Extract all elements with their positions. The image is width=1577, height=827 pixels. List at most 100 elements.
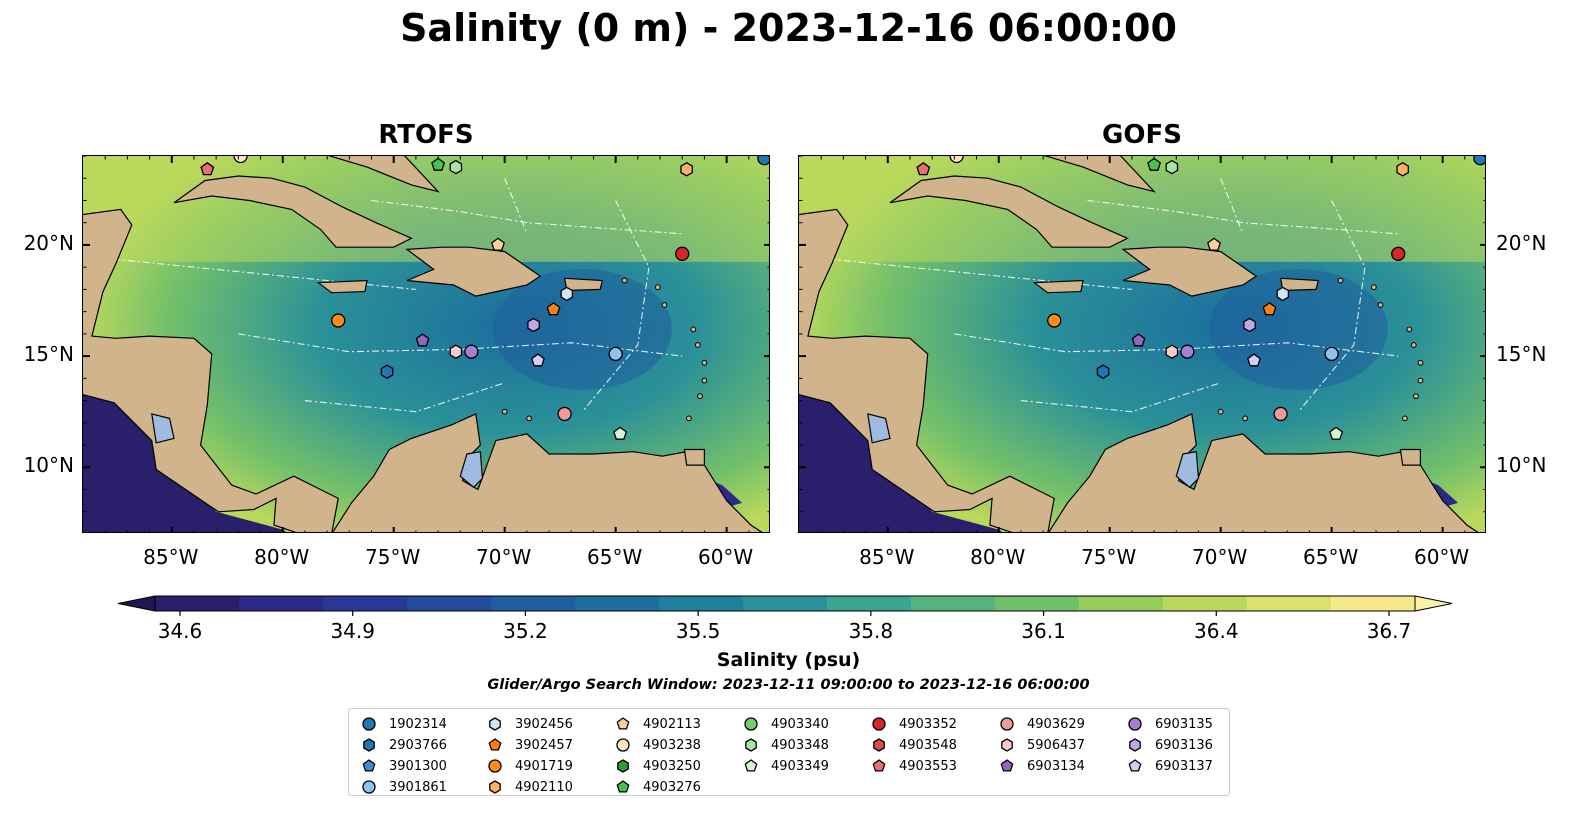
legend-marker-6903134 (1000, 759, 1014, 772)
legend-item: 3902456 (487, 714, 573, 734)
colorbar-segment (911, 596, 996, 611)
float-legend: 1902314 2903766 3901300 3901861 3902456 39024… (348, 708, 1230, 796)
legend-label: 3901861 (389, 779, 447, 795)
legend-marker-4902113 (616, 717, 630, 730)
map-gofs (798, 155, 1486, 533)
float-marker-4902113 (1207, 237, 1221, 251)
colorbar-tick-label: 36.4 (1194, 619, 1239, 643)
float-marker-1902314 (757, 156, 769, 166)
small-island (1217, 408, 1224, 415)
float-marker-4903352 (675, 246, 690, 261)
float-marker-4903276 (1147, 157, 1162, 171)
legend-marker-3901300 (362, 759, 376, 772)
float-marker-4901719 (331, 313, 346, 328)
land-bahamas (1043, 156, 1156, 193)
legend-marker-3902456 (489, 717, 501, 731)
float-marker-2903766 (380, 364, 394, 379)
small-island (1413, 393, 1419, 400)
legend-item: 6903137 (1127, 756, 1213, 776)
legend-label: 6903136 (1155, 737, 1213, 753)
float-marker-6903136 (1243, 317, 1256, 333)
small-island (1337, 277, 1344, 284)
small-island (1370, 284, 1377, 291)
float-marker-4903349 (613, 426, 628, 440)
legend-label: 4902113 (643, 716, 701, 732)
float-marker-6903134 (1131, 333, 1146, 347)
float-marker-4903349 (1329, 426, 1344, 440)
legend-item: 5906437 (999, 735, 1085, 755)
colorbar-tick-label: 35.8 (849, 619, 894, 643)
colorbar-segment (491, 596, 576, 611)
small-island (701, 359, 708, 366)
land-yucatan (799, 208, 1055, 532)
legend-label: 6903137 (1155, 758, 1213, 774)
legend-label: 4903553 (899, 758, 957, 774)
eez-boundary-line (1297, 200, 1366, 413)
legend-marker-4903629 (1000, 717, 1014, 731)
float-marker-4903276 (431, 157, 446, 171)
colorbar-tick-label: 34.9 (330, 619, 375, 643)
panel-title-gofs: GOFS (1102, 120, 1182, 150)
legend-marker-4902110 (489, 780, 501, 794)
lat-tick-label: 20°N (23, 230, 74, 255)
small-island (1377, 302, 1384, 308)
legend-marker-4903250 (617, 759, 629, 773)
legend-marker-6903136 (1129, 738, 1141, 752)
colorbar-segment (1247, 596, 1332, 611)
legend-item: 6903134 (999, 756, 1085, 776)
small-island (690, 326, 697, 333)
legend-item: 4903553 (871, 756, 957, 776)
eez-boundary-line (238, 333, 683, 357)
legend-marker-6903135 (1128, 717, 1142, 731)
small-island (526, 415, 532, 422)
small-island (1410, 342, 1417, 348)
land-jamaica (316, 279, 368, 294)
small-island (621, 277, 628, 284)
float-marker-5906437 (1165, 344, 1179, 359)
legend-label: 4901719 (515, 758, 573, 774)
eez-boundary-line (504, 177, 528, 235)
small-island (661, 302, 668, 308)
small-island (694, 342, 701, 348)
colorbar-segment (323, 596, 408, 611)
colorbar-extend-low (117, 595, 156, 612)
lat-tick-label: 15°N (23, 342, 74, 367)
colorbar-segment (1079, 596, 1164, 611)
legend-item: 4903340 (743, 714, 829, 734)
legend-item: 4903348 (743, 735, 829, 755)
colorbar-segment (659, 596, 744, 611)
eez-boundary-line (371, 199, 683, 235)
lon-tick-label: 80°W (970, 545, 1026, 569)
ocean-salinity-field (799, 156, 1485, 262)
legend-marker-4903276 (616, 780, 630, 793)
legend-label: 3902457 (515, 737, 573, 753)
eez-boundary-line (1020, 382, 1221, 413)
float-marker-4903553 (200, 161, 215, 176)
ocean-salinity-field (83, 156, 769, 262)
legend-marker-4901719 (488, 759, 502, 773)
pacific-low-salinity (83, 387, 287, 532)
lat-tick-label: 20°N (1496, 230, 1547, 255)
legend-marker-4903548 (873, 738, 885, 752)
legend-marker-4903349 (744, 759, 758, 772)
legend-marker-5906437 (1001, 738, 1013, 752)
legend-label: 4903352 (899, 716, 957, 732)
small-island (1417, 359, 1424, 366)
search-window-text: Glider/Argo Search Window: 2023-12-11 09… (487, 677, 1090, 693)
land-southam (1048, 413, 1479, 532)
float-marker-4903238 (949, 156, 964, 164)
float-marker-4902110 (1396, 162, 1409, 177)
float-marker-4903348 (449, 159, 463, 175)
colorbar-segment (1163, 596, 1248, 611)
small-island (1242, 415, 1248, 422)
legend-item: 4903238 (615, 735, 701, 755)
map-rtofs (82, 155, 770, 533)
legend-label: 4902110 (515, 779, 573, 795)
lat-tick-label: 10°N (23, 453, 74, 478)
legend-item: 4902113 (615, 714, 701, 734)
eez-boundary-line (1087, 199, 1399, 235)
lake-maracaibo (459, 450, 484, 489)
land-southam (332, 413, 763, 532)
legend-label: 4903629 (1027, 716, 1085, 732)
legend-marker-4903238 (616, 738, 630, 752)
